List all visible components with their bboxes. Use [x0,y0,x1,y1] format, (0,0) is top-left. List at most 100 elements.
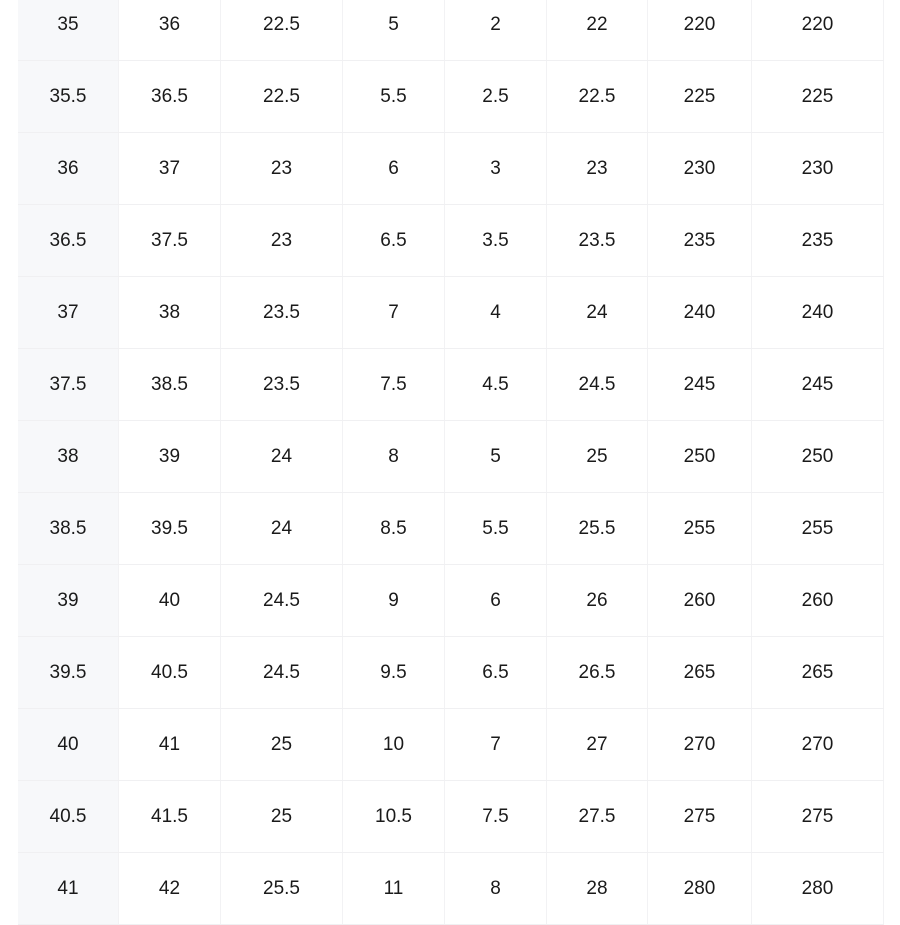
table-row: 39.5 40.5 24.5 9.5 6.5 26.5 265 265 [18,637,884,709]
table-cell: 39.5 [119,493,221,564]
table-cell: 240 [648,277,752,348]
table-cell: 35.5 [18,61,119,132]
table-cell: 24.5 [221,637,343,708]
table-cell: 6.5 [445,637,547,708]
table-cell: 225 [648,61,752,132]
table-cell: 25 [221,709,343,780]
table-cell: 235 [648,205,752,276]
table-cell: 36.5 [18,205,119,276]
table-cell: 225 [752,61,884,132]
table-cell: 41.5 [119,781,221,852]
table-cell: 260 [752,565,884,636]
table-cell: 40.5 [119,637,221,708]
table-cell: 245 [648,349,752,420]
table-cell: 10.5 [343,781,445,852]
table-cell: 24.5 [547,349,648,420]
table-cell: 26.5 [547,637,648,708]
table-cell: 24 [221,421,343,492]
table-cell: 2.5 [445,61,547,132]
table-cell: 9 [343,565,445,636]
table-cell: 36.5 [119,61,221,132]
table-cell: 40 [119,565,221,636]
table-cell: 27.5 [547,781,648,852]
table-cell: 235 [752,205,884,276]
table-cell: 5.5 [445,493,547,564]
table-cell: 25 [547,421,648,492]
table-cell: 41 [119,709,221,780]
table-cell: 7.5 [445,781,547,852]
table-cell: 7 [343,277,445,348]
table-cell: 9.5 [343,637,445,708]
table-cell: 40.5 [18,781,119,852]
table-cell: 220 [648,0,752,60]
table-cell: 39 [119,421,221,492]
table-cell: 42 [119,853,221,924]
table-cell: 22.5 [221,0,343,60]
table-cell: 230 [648,133,752,204]
table-cell: 23.5 [221,349,343,420]
table-cell: 35 [18,0,119,60]
table-cell: 41 [18,853,119,924]
table-cell: 24 [221,493,343,564]
table-row: 40 41 25 10 7 27 270 270 [18,709,884,781]
table-cell: 39 [18,565,119,636]
table-cell: 260 [648,565,752,636]
table-cell: 37 [18,277,119,348]
table-row: 40.5 41.5 25 10.5 7.5 27.5 275 275 [18,781,884,853]
size-chart-table: 35 36 22.5 5 2 22 220 220 35.5 36.5 22.5 5.5 2.5 22.5… [18,0,884,925]
table-cell: 5.5 [343,61,445,132]
table-cell: 11 [343,853,445,924]
table-cell: 38.5 [119,349,221,420]
table-cell: 3.5 [445,205,547,276]
table-cell: 280 [752,853,884,924]
table-cell: 245 [752,349,884,420]
table-cell: 23.5 [221,277,343,348]
table-cell: 4 [445,277,547,348]
table-cell: 38 [18,421,119,492]
table-cell: 23 [547,133,648,204]
table-cell: 25.5 [221,853,343,924]
table-cell: 36 [119,0,221,60]
table-cell: 265 [752,637,884,708]
table-cell: 25 [221,781,343,852]
table-cell: 24.5 [221,565,343,636]
table-row: 35 36 22.5 5 2 22 220 220 [18,0,884,61]
table-cell: 240 [752,277,884,348]
table-cell: 270 [648,709,752,780]
table-row: 35.5 36.5 22.5 5.5 2.5 22.5 225 225 [18,61,884,133]
table-cell: 220 [752,0,884,60]
table-cell: 25.5 [547,493,648,564]
table-row: 39 40 24.5 9 6 26 260 260 [18,565,884,637]
table-cell: 6 [445,565,547,636]
table-cell: 255 [648,493,752,564]
table-cell: 23 [221,133,343,204]
table-row: 38.5 39.5 24 8.5 5.5 25.5 255 255 [18,493,884,565]
table-cell: 2 [445,0,547,60]
table-cell: 22.5 [547,61,648,132]
table-cell: 4.5 [445,349,547,420]
table-cell: 265 [648,637,752,708]
table-cell: 6.5 [343,205,445,276]
table-cell: 38 [119,277,221,348]
table-cell: 37.5 [18,349,119,420]
table-cell: 36 [18,133,119,204]
table-cell: 40 [18,709,119,780]
table-cell: 8.5 [343,493,445,564]
table-row: 37 38 23.5 7 4 24 240 240 [18,277,884,349]
table-cell: 3 [445,133,547,204]
table-cell: 22 [547,0,648,60]
table-cell: 6 [343,133,445,204]
table-cell: 39.5 [18,637,119,708]
table-cell: 27 [547,709,648,780]
table-cell: 8 [445,853,547,924]
table-cell: 5 [445,421,547,492]
table-cell: 270 [752,709,884,780]
table-cell: 7.5 [343,349,445,420]
table-cell: 5 [343,0,445,60]
table-row: 36 37 23 6 3 23 230 230 [18,133,884,205]
table-cell: 10 [343,709,445,780]
table-cell: 24 [547,277,648,348]
table-cell: 37 [119,133,221,204]
table-row: 41 42 25.5 11 8 28 280 280 [18,853,884,925]
table-cell: 250 [752,421,884,492]
